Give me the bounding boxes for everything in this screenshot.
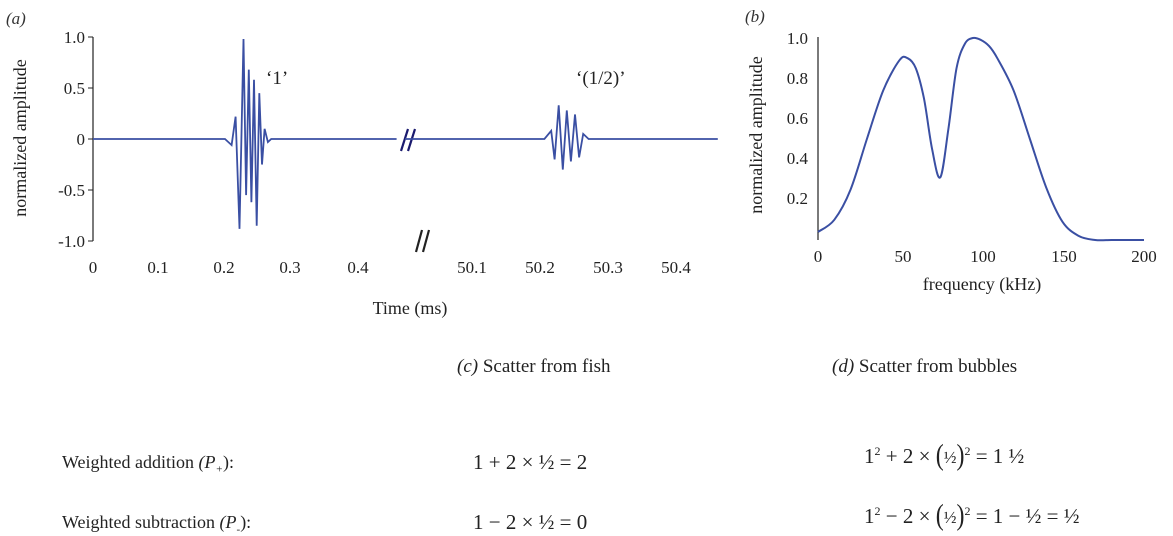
eq-term: 1 [864, 504, 875, 528]
eq-sup: 2 [964, 444, 971, 458]
spectrum-curve [817, 36, 1144, 242]
axis-break-marks [399, 128, 431, 253]
row-label-weighted-subtraction: Weighted subtraction (P-): [62, 512, 251, 536]
panel-b-ytick-label: 0.2 [787, 189, 808, 208]
equation-bubbles-addition: 12 + 2 × (½)2 = 1 ½ [864, 439, 1025, 473]
panel-a-xtick-label: 50.3 [593, 258, 623, 277]
panel-b-xtick-label: 150 [1051, 247, 1077, 266]
panel-b-xtick-label: 100 [970, 247, 996, 266]
row-label-end: ): [222, 452, 234, 472]
row-label-weighted-addition: Weighted addition (P+): [62, 452, 234, 476]
eq-sup: 2 [874, 444, 881, 458]
annotation-pulse-2: ‘(1/2)’ [576, 68, 626, 89]
eq-frac: ½ [943, 508, 957, 527]
panel-a-xtick-label: 50.4 [661, 258, 691, 277]
panel-b-ytick-label: 0.6 [787, 109, 808, 128]
panel-b-ytick-label: 0.8 [787, 69, 808, 88]
panel-a-xtick-label: 0.2 [213, 258, 234, 277]
row-label-var: (P [198, 452, 216, 472]
panel-a-ylabel: normalized amplitude [10, 59, 30, 216]
annotation-pulse-1: ‘1’ [266, 68, 288, 89]
panel-a: (a) normalized amplitude 1.0 0.5 0 -0.5 … [6, 9, 718, 319]
eq-term: − 2 × [880, 504, 936, 528]
panel-b-xtick-label: 50 [895, 247, 912, 266]
panel-b-label: (b) [745, 7, 765, 26]
equation-fish-addition: 1 + 2 × ½ = 2 [473, 450, 588, 474]
equation-bubbles-subtraction: 12 − 2 × (½)2 = 1 − ½ = ½ [864, 499, 1080, 533]
panel-a-xlabel: Time (ms) [373, 298, 448, 319]
panel-a-label: (a) [6, 9, 26, 28]
panel-b-xlabel: frequency (kHz) [923, 274, 1041, 295]
panel-b-ytick-label: 1.0 [787, 29, 808, 48]
panel-a-xtick-label: 50.2 [525, 258, 555, 277]
panel-b-xtick-label: 0 [814, 247, 823, 266]
panel-a-ytick-label: 0 [77, 130, 86, 149]
panel-a-ytick-label: 1.0 [64, 28, 85, 47]
column-header-bubbles: (d) Scatter from bubbles [832, 356, 1017, 378]
column-header-bubbles-label: (d) [832, 356, 855, 377]
column-header-bubbles-text: Scatter from bubbles [858, 356, 1018, 377]
panel-a-ytick-label: -0.5 [58, 181, 85, 200]
panel-b-ytick-label: 0.4 [787, 149, 809, 168]
eq-term: + 2 × [880, 444, 936, 468]
column-header-fish-text: Scatter from fish [482, 356, 611, 377]
column-header-fish: (c) Scatter from fish [457, 356, 611, 378]
eq-frac: ½ [943, 448, 957, 467]
panel-a-xtick-label: 50.1 [457, 258, 487, 277]
panel-b-ylabel: normalized amplitude [746, 56, 766, 213]
equation-fish-subtraction: 1 − 2 × ½ = 0 [473, 510, 588, 534]
row-label-end: ): [240, 512, 252, 532]
eq-sup: 2 [874, 504, 881, 518]
panel-a-xtick-label: 0 [89, 258, 98, 277]
panel-a-ytick-label: -1.0 [58, 232, 85, 251]
waveform-pulse-1 [93, 38, 397, 229]
panel-a-xtick-label: 0.3 [279, 258, 300, 277]
panel-a-xtick-label: 0.4 [347, 258, 369, 277]
panel-a-xtick-label: 0.1 [147, 258, 168, 277]
row-label-text: Weighted subtraction [62, 512, 216, 532]
row-label-text: Weighted addition [62, 452, 195, 472]
column-header-fish-label: (c) [457, 356, 479, 377]
panel-a-ytick-label: 0.5 [64, 79, 85, 98]
waveform-pulse-2 [405, 105, 718, 170]
panel-b: (b) normalized amplitude 1.0 0.8 0.6 0.4… [745, 7, 1157, 295]
eq-term: = 1 − ½ = ½ [970, 504, 1080, 528]
eq-sup: 2 [964, 504, 971, 518]
row-label-var: (P [219, 512, 237, 532]
eq-term: 1 [864, 444, 875, 468]
eq-term: = 1 ½ [970, 444, 1025, 468]
row-label-sub: - [236, 523, 241, 536]
row-label-sub: + [215, 463, 223, 476]
panel-b-xtick-label: 200 [1131, 247, 1157, 266]
